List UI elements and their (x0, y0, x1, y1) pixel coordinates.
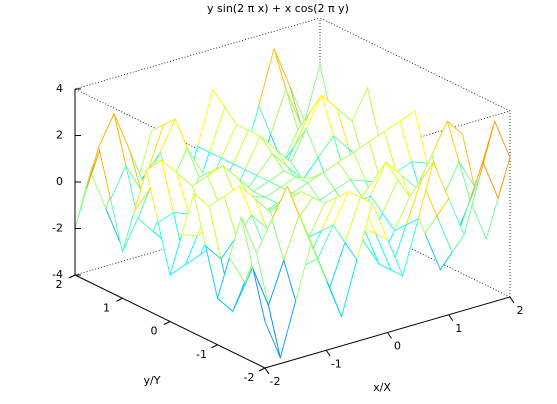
x-tick-label: -1 (331, 357, 342, 370)
z-tick-label: 4 (56, 82, 63, 95)
x-tick (448, 314, 454, 322)
mesh-cell (252, 268, 281, 359)
x-tick-label: -2 (270, 375, 281, 388)
x-tick (387, 332, 392, 339)
x-axis-label: x/X (373, 381, 391, 394)
z-tick-label: -4 (52, 268, 63, 281)
y-tick-label: 0 (151, 325, 158, 338)
box-edge (74, 203, 321, 276)
y-tick (116, 297, 123, 302)
box-edge (74, 17, 321, 90)
z-tick-label: 2 (56, 129, 63, 142)
y-tick (163, 321, 171, 325)
y-tick-label: 2 (56, 278, 63, 291)
x-tick (325, 349, 331, 357)
chart-title: y sin(2 π x) + x cos(2 π y) (207, 2, 349, 15)
x-tick (264, 367, 270, 375)
y-tick (211, 344, 218, 349)
x-tick-label: 0 (394, 340, 401, 353)
y-tick (258, 367, 266, 372)
z-tick-label: 0 (56, 175, 63, 188)
y-tick-label: 1 (103, 301, 110, 314)
z-tick-label: -2 (52, 222, 63, 235)
box-edge (319, 203, 511, 298)
x-tick-label: 2 (517, 304, 524, 317)
y-axis-label: y/Y (144, 374, 161, 387)
y-tick-label: -2 (244, 371, 255, 384)
x-tick (509, 296, 515, 304)
x-tick-label: 1 (455, 322, 462, 335)
y-tick (68, 274, 76, 279)
box-edge (319, 17, 511, 112)
y-tick-label: -1 (196, 348, 207, 361)
